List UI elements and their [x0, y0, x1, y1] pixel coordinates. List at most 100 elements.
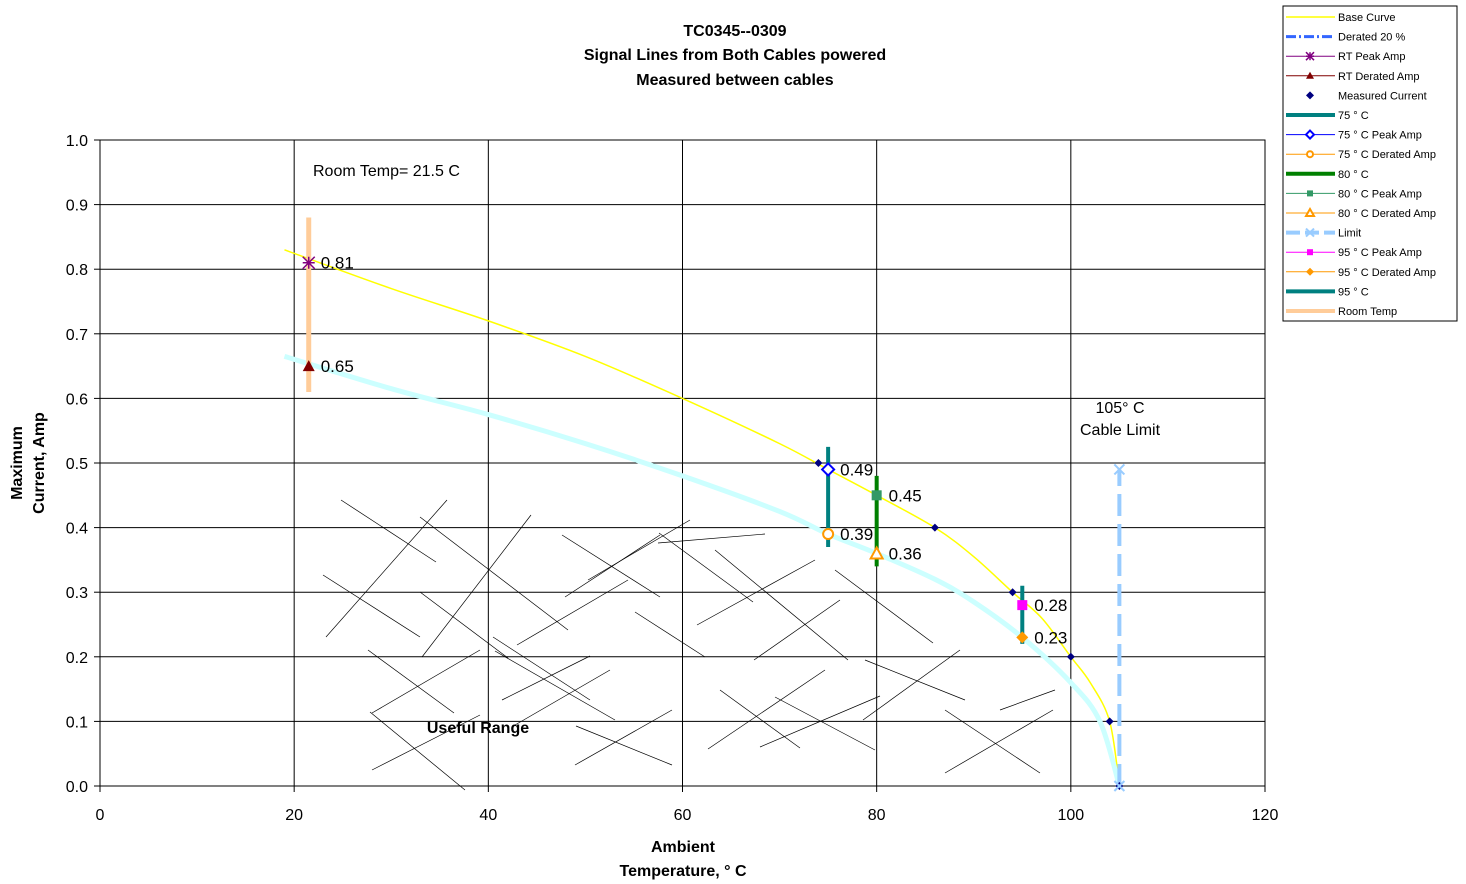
hatch-stroke	[753, 599, 841, 661]
data-label: 0.81	[321, 254, 354, 273]
legend-item-95-c-peak-amp: 95 ° C Peak Amp	[1286, 247, 1422, 259]
data-point-rt-derated-amp-shape	[302, 360, 315, 372]
hatch-stroke	[371, 649, 481, 714]
hatch-stroke	[501, 655, 591, 701]
data-point-limit-stroke	[1113, 463, 1126, 476]
legend-label: Room Temp	[1338, 306, 1397, 318]
limit-annotation-line2: Cable Limit	[1080, 422, 1161, 439]
data-point-limit	[1113, 463, 1126, 476]
y-tick-label: 0.6	[66, 391, 88, 408]
hatch-stroke	[514, 669, 611, 726]
legend-label: 75 ° C Peak Amp	[1338, 130, 1422, 142]
legend-item-75-c: 75 ° C	[1286, 110, 1369, 122]
x-tick-label: 40	[479, 807, 497, 824]
legend-label: 95 ° C Derated Amp	[1338, 267, 1436, 279]
x-tick-label: 0	[96, 807, 105, 824]
legend-marker	[1307, 249, 1313, 256]
legend-label: 95 ° C	[1338, 286, 1369, 298]
hatch-stroke	[658, 532, 754, 603]
chart-title-line1: TC0345--0309	[683, 23, 786, 40]
tick-labels: 0.0 0.1 0.2 0.3 0.4 0.5 0.6 0.7 0.8 0.9 1.0 0 20 40 60…	[66, 133, 1279, 824]
data-label: 0.65	[321, 357, 354, 376]
data-point-95-c-derated-amp	[1016, 631, 1029, 644]
data-point-rt-derated-amp	[302, 360, 315, 372]
legend-item-derated-20: Derated 20 %	[1286, 32, 1405, 44]
x-tick-label: 80	[868, 807, 886, 824]
hatch-stroke	[561, 534, 661, 598]
chart-title-line3: Measured between cables	[636, 72, 834, 89]
legend-marker-stroke	[1305, 227, 1315, 238]
legend-marker	[1306, 150, 1314, 159]
legend-marker	[1305, 51, 1315, 61]
data-point-measured-current-shape	[814, 459, 823, 467]
legend-marker	[1304, 129, 1316, 141]
legend-label: 75 ° C	[1338, 110, 1369, 122]
legend-label: RT Peak Amp	[1338, 51, 1405, 63]
data-point-limit	[1113, 780, 1126, 792]
plot-border	[99, 139, 1266, 787]
legend-marker-shape	[1306, 71, 1314, 79]
legend-item-80-c-peak-amp: 80 ° C Peak Amp	[1286, 188, 1422, 200]
hatch-stroke	[864, 659, 966, 701]
x-tick-label: 60	[674, 807, 692, 824]
hatch-stroke	[707, 669, 826, 750]
hatch-stroke	[340, 499, 437, 563]
hatch-stroke	[575, 725, 673, 766]
data-point-rt-peak-amp	[302, 256, 316, 270]
data-point-measured-current-shape	[1008, 588, 1017, 597]
x-tick-label: 20	[285, 807, 303, 824]
legend-marker-shape	[1307, 190, 1313, 197]
series-lines	[283, 217, 1122, 787]
legend-item-75-c-derated-amp: 75 ° C Derated Amp	[1286, 149, 1436, 161]
legend: Base Curve Derated 20 % RT Peak Amp RT Dera…	[1282, 5, 1458, 322]
legend-item-95-c: 95 ° C	[1286, 286, 1369, 298]
hatch-stroke	[657, 533, 766, 544]
data-point-75-c-peak-amp-shape	[820, 462, 836, 477]
legend-marker-shape	[1304, 206, 1316, 217]
legend-marker	[1307, 190, 1313, 197]
data-point-75-c-derated-amp-shape	[822, 528, 835, 541]
data-point-measured-current	[1008, 588, 1017, 597]
legend-item-95-c-derated-amp: 95 ° C Derated Amp	[1286, 267, 1436, 279]
data-point-measured-current	[1066, 652, 1075, 661]
y-tick-label: 1.0	[66, 133, 88, 150]
legend-item-rt-derated-amp: RT Derated Amp	[1286, 71, 1420, 83]
hatch-stroke	[587, 519, 691, 581]
hatch-stroke	[371, 714, 481, 771]
legend-label: 95 ° C Peak Amp	[1338, 247, 1422, 259]
hatch-stroke	[367, 649, 455, 714]
y-tick-label: 0.0	[66, 779, 88, 796]
data-point-80-c-derated-amp-shape	[868, 545, 885, 560]
hatch-stroke	[944, 709, 1054, 774]
hatch-stroke	[862, 649, 961, 721]
limit-annotation-line1: 105° C	[1095, 400, 1144, 417]
legend-marker	[1306, 71, 1314, 79]
hatch-stroke	[492, 636, 591, 701]
legend-item-limit: Limit	[1286, 228, 1361, 240]
legend-item-80-c: 80 ° C	[1286, 169, 1369, 181]
data-point-95-c-derated-amp-shape	[1016, 631, 1029, 644]
y-axis-title-line2: Current, Amp	[31, 412, 48, 514]
legend-item-75-c-peak-amp: 75 ° C Peak Amp	[1286, 129, 1422, 142]
y-tick-label: 0.2	[66, 650, 88, 667]
hatch-stroke	[325, 499, 448, 638]
data-point-measured-current	[930, 523, 939, 532]
y-tick-label: 0.9	[66, 198, 88, 215]
legend-item-base-curve: Base Curve	[1286, 12, 1395, 24]
room-temp-annotation: Room Temp= 21.5 C	[313, 163, 460, 180]
legend-marker-shape	[1307, 249, 1313, 256]
data-point-measured-current-shape	[930, 523, 939, 532]
hatch-stroke	[944, 709, 1041, 774]
legend-label: 80 ° C Derated Amp	[1338, 208, 1436, 220]
legend-marker	[1305, 227, 1315, 238]
legend-label: Measured Current	[1338, 90, 1427, 102]
useful-range-hatch	[322, 499, 1056, 791]
series-line-base-curve	[284, 249, 1121, 787]
hatch-stroke	[369, 711, 466, 791]
y-tick-label: 0.4	[66, 521, 88, 538]
hatch-stroke	[419, 591, 509, 659]
x-axis-title-line1: Ambient	[651, 839, 716, 856]
hatch-stroke	[516, 579, 629, 646]
data-point-measured-current	[814, 459, 823, 467]
